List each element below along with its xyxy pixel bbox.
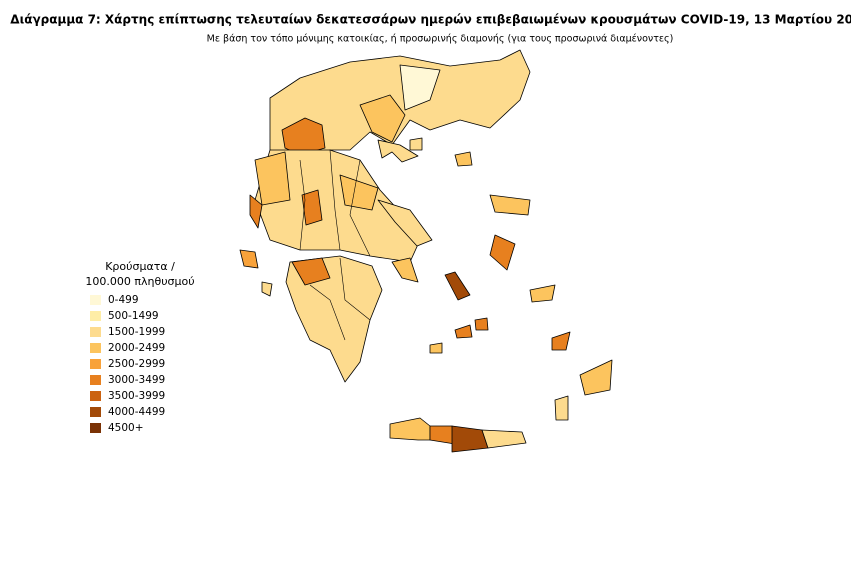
region — [489, 234, 516, 271]
region — [474, 317, 489, 331]
legend-label: 3500-3999 — [108, 390, 165, 402]
map — [239, 49, 613, 453]
region — [529, 284, 556, 303]
legend-label: 0-499 — [108, 294, 139, 306]
legend-label: 3000-3499 — [108, 374, 165, 386]
region — [454, 151, 473, 167]
region — [239, 249, 259, 269]
title: Διάγραμμα 7: Χάρτης επίπτωσης τελευταίων… — [10, 13, 851, 27]
region — [481, 429, 527, 449]
legend-label: 2000-2499 — [108, 342, 165, 354]
region — [551, 331, 571, 351]
legend-swatch — [90, 295, 101, 305]
region — [489, 194, 531, 216]
region — [261, 281, 273, 297]
legend-swatch — [90, 375, 101, 385]
legend-label: 500-1499 — [108, 310, 159, 322]
region — [391, 257, 419, 283]
region — [359, 94, 406, 143]
legend-swatch — [90, 359, 101, 369]
region — [377, 139, 419, 163]
region — [554, 395, 569, 421]
region — [399, 64, 441, 111]
legend-label: 4500+ — [108, 422, 144, 434]
legend-swatch — [90, 407, 101, 417]
legend-swatch — [90, 327, 101, 337]
region — [579, 359, 613, 396]
legend-swatch — [90, 423, 101, 433]
region — [409, 137, 423, 151]
region — [249, 194, 263, 229]
region — [254, 151, 291, 206]
region — [291, 257, 331, 286]
subtitle: Με βάση τον τόπο μόνιμης κατοικίας, ή πρ… — [207, 34, 674, 45]
region — [429, 425, 456, 445]
legend-title: Κρούσματα / — [105, 260, 175, 273]
legend-label: 1500-1999 — [108, 326, 165, 338]
legend-swatch — [90, 343, 101, 353]
legend-swatch — [90, 391, 101, 401]
region — [269, 49, 531, 161]
region — [389, 417, 431, 441]
region — [301, 189, 323, 226]
region — [377, 199, 433, 247]
legend: Κρούσματα / 100.000 πληθυσμού 0-499 500-1… — [85, 260, 194, 434]
region — [285, 255, 383, 383]
region — [454, 324, 473, 339]
region — [429, 342, 443, 354]
region — [444, 271, 471, 301]
legend-title: 100.000 πληθυσμού — [85, 275, 194, 288]
legend-label: 2500-2999 — [108, 358, 165, 370]
region — [339, 174, 379, 211]
region — [281, 117, 326, 156]
legend-swatch — [90, 311, 101, 321]
legend-label: 4000-4499 — [108, 406, 165, 418]
